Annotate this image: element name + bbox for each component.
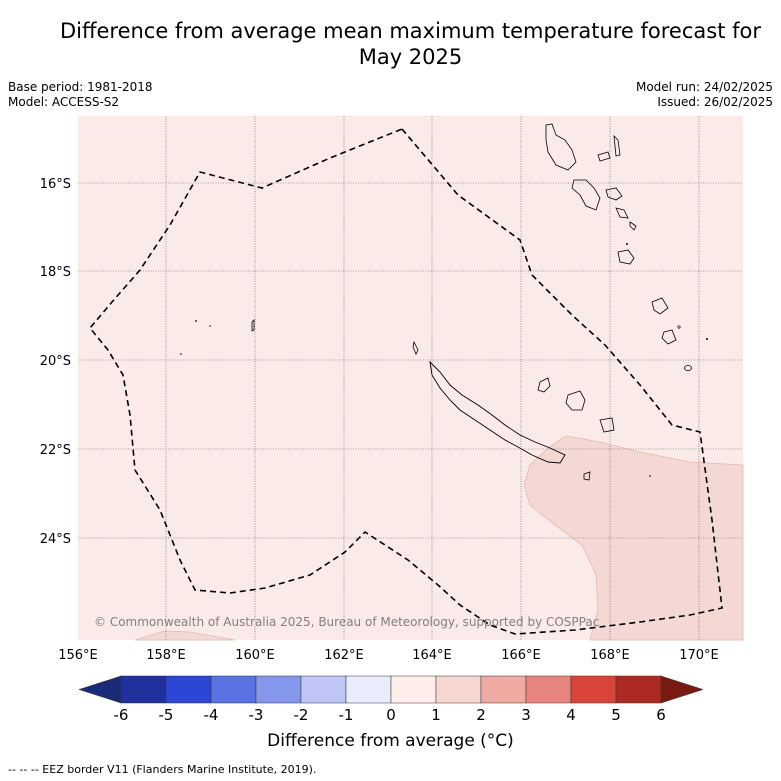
copyright-text: © Commonwealth of Australia 2025, Bureau… [94,615,599,629]
island-erromango [651,297,669,315]
lat-tick: 22°S [40,443,71,458]
issued-date: Issued: 26/02/2025 [657,95,773,109]
colorbar-tick: -2 [294,706,309,724]
colorbar-tick: -4 [204,706,219,724]
colorbar-segment [300,675,347,704]
colorbar-segment [435,675,482,704]
reef-dot-3 [180,353,182,355]
colorbar-tick: 1 [431,706,441,724]
colorbar-under-arrow [78,675,122,704]
meta-right: Model run: 24/02/2025 Issued: 26/02/2025 [636,80,773,110]
lat-tick: 16°S [40,177,71,192]
graticule [78,116,743,640]
lat-tick-labels: 16°S 18°S 20°S 22°S 24°S [40,177,71,547]
chart-title: Difference from average mean maximum tem… [40,18,781,70]
lon-tick: 160°E [235,648,275,663]
island-epi [615,207,629,219]
title-line-1: Difference from average mean maximum tem… [60,19,761,43]
colorbar-tick: 3 [521,706,531,724]
reef-dot-2 [209,325,211,327]
colorbar-tick: -1 [339,706,354,724]
colorbar-segment [390,675,437,704]
lon-tick: 162°E [324,648,364,663]
colorbar-tick: -3 [249,706,264,724]
new-caledonia-island [429,360,566,464]
island-belep [412,340,419,355]
reef-dot-1 [195,320,197,322]
colorbar-tick: -5 [159,706,174,724]
meta-left: Base period: 1981-2018 Model: ACCESS-S2 [8,80,153,110]
lon-tick: 156°E [58,648,98,663]
colorbar-segment [165,675,212,704]
island-lifou [565,390,586,411]
island-aniwa [677,325,681,329]
colorbar-segment [255,675,302,704]
colorbar-tick: 6 [656,706,666,724]
lon-tick: 170°E [679,648,719,663]
lon-tick: 168°E [590,648,630,663]
colorbar-segment [120,675,167,704]
colorbar [78,675,704,704]
lat-tick: 20°S [40,354,71,369]
colorbar-segment [345,675,392,704]
lon-tick-labels: 156°E 158°E 160°E 162°E 164°E 166°E 168°… [58,648,719,663]
island-tanna [661,329,677,345]
lat-tick: 18°S [40,265,71,280]
island-ouvea [537,377,551,393]
island-shepherd [629,221,637,231]
colorbar-tick: 4 [566,706,576,724]
warm-anomaly-patch [134,630,236,641]
model-name: Model: ACCESS-S2 [8,95,120,109]
colorbar-tick: 5 [611,706,621,724]
island-emae [626,243,628,245]
island-ambae [597,151,611,162]
colorbar-segment [210,675,257,704]
title-line-2: May 2025 [358,45,463,69]
eez-footnote: -- -- -- EEZ border V11 (Flanders Marine… [8,763,317,776]
lon-tick: 164°E [412,648,452,663]
colorbar-tick: 2 [476,706,486,724]
island-malakula [571,179,601,211]
lat-tick: 24°S [40,532,71,547]
island-ambrym [605,187,623,201]
lon-tick: 166°E [501,648,541,663]
island-chesterfield [251,319,255,332]
colorbar-over-arrow [660,675,704,704]
colorbar-segment [570,675,617,704]
colorbar-segment [525,675,572,704]
colorbar-label: Difference from average (°C) [267,731,514,751]
colorbar-tick: 0 [386,706,396,724]
base-period: Base period: 1981-2018 [8,80,153,94]
island-mare [599,417,615,433]
island-pines [583,471,591,481]
eez-border [88,128,723,635]
colorbar-segment [480,675,527,704]
island-futuna [706,338,708,340]
island-maewo [613,134,621,157]
model-run: Model run: 24/02/2025 [635,80,773,94]
colorbar-segment [615,675,662,704]
island-matthew [649,475,651,477]
island-aneityum [684,365,692,371]
colorbar-tick-labels: -6 -5 -4 -3 -2 -1 0 1 2 3 4 5 6 [114,706,666,724]
island-espiritu-santo [545,123,577,171]
lon-tick: 158°E [146,648,186,663]
colorbar-tick: -6 [114,706,129,724]
island-efate [617,249,635,265]
